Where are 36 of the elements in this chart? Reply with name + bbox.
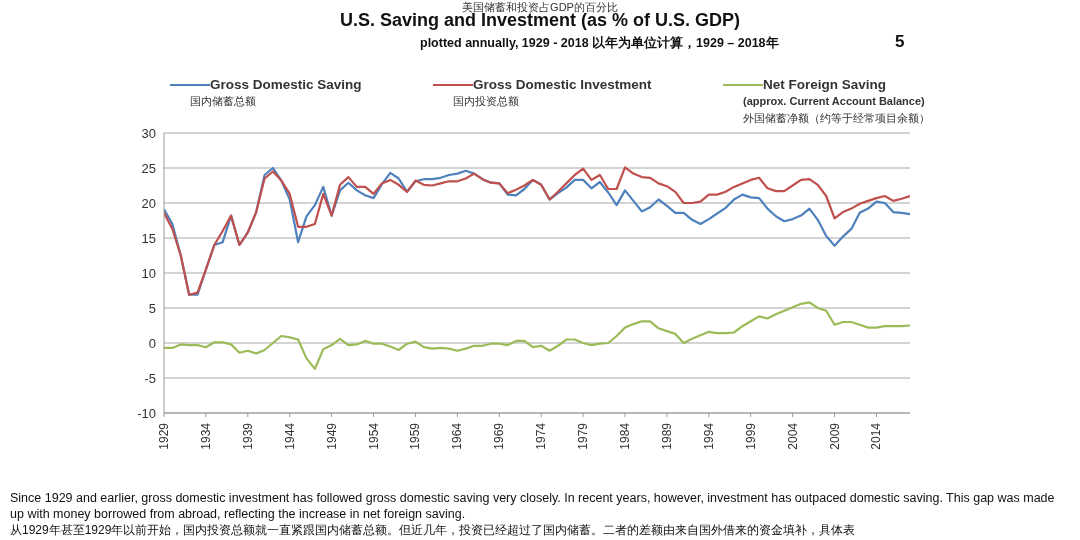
x-tick-label: 1944 bbox=[282, 422, 297, 450]
x-tick-label: 1979 bbox=[576, 422, 591, 450]
x-tick-label: 1964 bbox=[450, 422, 465, 450]
y-tick-label: 15 bbox=[141, 230, 156, 246]
y-tick-label: 5 bbox=[148, 300, 156, 316]
x-tick-label: 1969 bbox=[492, 422, 507, 450]
x-tick-label: 2014 bbox=[869, 422, 884, 450]
x-tick-label: 2004 bbox=[785, 422, 800, 450]
y-tick-label: -5 bbox=[144, 370, 156, 386]
y-tick-label: 30 bbox=[141, 125, 156, 141]
legend-label: Net Foreign Saving (approx. Current Account Balance) 外国储蓄净额（约等于经常项目余额） bbox=[743, 76, 930, 126]
y-tick-label: -10 bbox=[137, 405, 156, 421]
x-tick-label: 1954 bbox=[366, 422, 381, 450]
x-tick-label: 1974 bbox=[534, 422, 549, 450]
x-tick-label: 1999 bbox=[743, 422, 758, 450]
y-tick-label: 10 bbox=[141, 265, 156, 281]
y-tick-label: 25 bbox=[141, 160, 156, 176]
legend-label: Gross Domestic Investment 国内投资总额 bbox=[453, 76, 652, 109]
x-tick-label: 1929 bbox=[157, 422, 171, 450]
text: 从1929年甚至1929年以前开始，国内投资总额就一直紧跟国内储蓄总额。但近几年，投资已经超过了国内储蓄。二者的差额由来自国外借来的资金填补，具体表 bbox=[10, 523, 857, 538]
text: Since 1929 and earlier, gross domestic investment has followed gross domestic saving very closely. In recent years, however, investment has outpaced domestic saving. This gap was made up with money borrowed from abroad, reflecting the increase in net foreign saving. bbox=[10, 490, 1056, 522]
x-tick-label: 1934 bbox=[198, 422, 213, 450]
x-tick-label: 1939 bbox=[240, 422, 255, 450]
y-tick-label: 20 bbox=[141, 195, 156, 211]
chart-subtitle: plotted annually, 1929 - 2018 以年为单位计算，1929 – 2018年 bbox=[420, 35, 779, 52]
x-tick-label: 1994 bbox=[701, 422, 716, 450]
line-series bbox=[164, 301, 910, 370]
legend-label: Gross Domestic Saving 国内储蓄总额 bbox=[190, 76, 362, 109]
x-tick-label: 1989 bbox=[659, 422, 674, 450]
y-tick-label: 0 bbox=[148, 335, 156, 351]
line-series bbox=[164, 166, 910, 296]
x-tick-label: 1984 bbox=[618, 422, 633, 450]
x-tick-label: 2009 bbox=[827, 422, 842, 450]
x-tick-label: 1959 bbox=[408, 422, 423, 450]
text: 5 bbox=[895, 32, 905, 52]
x-tick-label: 1949 bbox=[324, 422, 339, 450]
